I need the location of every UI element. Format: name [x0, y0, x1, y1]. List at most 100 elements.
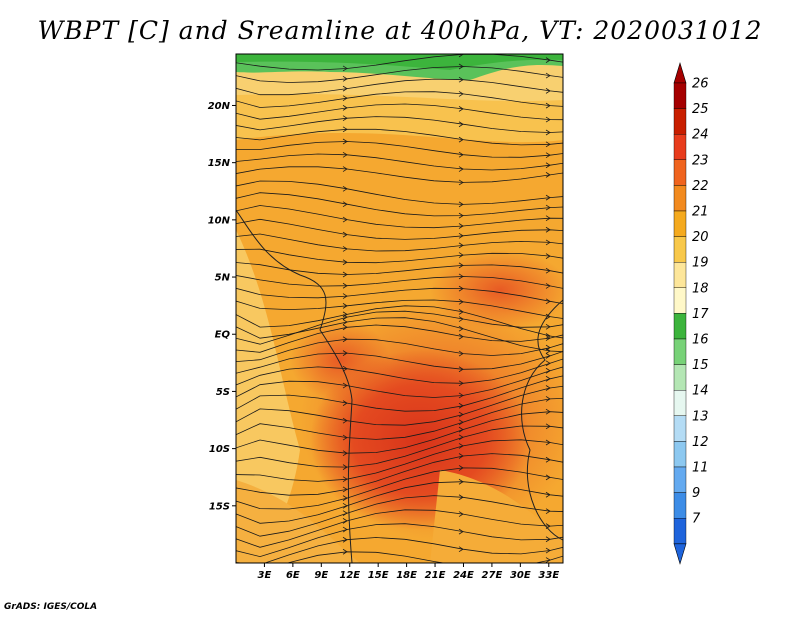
- streamline-arrow: [342, 400, 348, 406]
- colorbar-swatch: [673, 313, 687, 340]
- colorbar-swatch: [673, 441, 687, 468]
- streamline: [236, 275, 563, 289]
- streamline: [236, 141, 563, 158]
- streamline-arrow: [545, 456, 551, 463]
- streamline-arrow: [458, 465, 464, 471]
- colorbar-label: 18: [692, 281, 709, 296]
- streamline-arrow: [458, 136, 464, 143]
- streamline-arrow: [458, 262, 464, 269]
- streamline-arrow: [458, 511, 464, 517]
- streamline-arrow: [545, 172, 551, 178]
- lon-tick-label: 3E: [258, 570, 272, 581]
- map-frame: [235, 53, 564, 564]
- streamline-arrow: [545, 423, 551, 430]
- streamline-arrow: [342, 151, 348, 158]
- streamline-arrow: [342, 526, 348, 533]
- streamline-arrow: [545, 88, 551, 94]
- streamline-arrow: [545, 360, 551, 367]
- streamline-arrow: [458, 426, 464, 433]
- streamline-arrow: [545, 408, 551, 415]
- streamline-arrow: [342, 314, 348, 320]
- streamline: [236, 317, 563, 353]
- longitude-axis: 3E 6E 9E 12E 15E 18E 21E 24E 27E 30E 33E: [258, 563, 559, 581]
- streamline: [236, 192, 563, 217]
- streamline: [236, 366, 563, 398]
- colorbar-swatch: [673, 287, 687, 314]
- streamline-arrow: [342, 319, 348, 325]
- streamline-arrow: [458, 242, 464, 249]
- streamline-arrow: [458, 179, 464, 186]
- lat-tick-label: 15N: [208, 158, 231, 169]
- streamline-arrow: [458, 419, 464, 426]
- streamline: [236, 310, 563, 345]
- streamline: [236, 78, 563, 96]
- streamline-arrow: [342, 382, 348, 389]
- latitude-axis: 20N 15N 10N 5N EQ 5S 10S 15S: [208, 101, 236, 512]
- streamline-arrow: [342, 303, 348, 309]
- streamline-arrow: [545, 116, 551, 123]
- streamline-arrow: [342, 115, 348, 122]
- streamline: [236, 338, 563, 363]
- colorbar-swatch: [673, 518, 687, 545]
- streamline: [236, 287, 563, 305]
- footer-credit: GrADS: IGES/COLA: [4, 602, 98, 612]
- streamline-arrow: [458, 402, 464, 409]
- streamline: [236, 324, 563, 353]
- streamline-arrow: [458, 546, 464, 553]
- streamline-arrow: [458, 76, 464, 83]
- colorbar-label: 9: [692, 486, 700, 501]
- streamline: [236, 116, 563, 133]
- streamline-arrow: [342, 548, 348, 555]
- streamline: [236, 205, 563, 229]
- colorbar-swatch: [673, 262, 687, 289]
- streamline: [236, 218, 563, 240]
- streamline-arrow: [342, 95, 348, 101]
- streamline-arrow: [458, 232, 464, 239]
- lon-tick-label: 33E: [538, 570, 559, 581]
- streamline-arrow: [545, 547, 551, 554]
- lon-tick-label: 18E: [396, 570, 417, 581]
- streamline-arrow: [545, 141, 551, 148]
- colorbar-swatch: [673, 415, 687, 442]
- streamline-arrow: [342, 324, 348, 331]
- streamline-arrow: [342, 282, 348, 289]
- colorbar-swatch: [673, 108, 687, 135]
- streamline-arrow: [342, 231, 348, 238]
- colorbar-swatch: [673, 466, 687, 493]
- streamline-arrow: [545, 129, 551, 136]
- streamline-arrow: [545, 375, 551, 382]
- streamline: [236, 351, 563, 374]
- streamline-arrow: [545, 226, 551, 233]
- streamline: [236, 233, 563, 252]
- colorbar-label: 22: [692, 179, 709, 194]
- streamline: [236, 91, 563, 108]
- streamline-arrow: [458, 366, 464, 373]
- streamline: [236, 103, 563, 121]
- streamline-arrow: [342, 311, 348, 318]
- streamline-arrow: [342, 138, 348, 145]
- streamline-arrow: [342, 450, 348, 457]
- streamline-arrow: [458, 91, 464, 97]
- streamline: [236, 398, 563, 440]
- streamline-arrow: [458, 350, 464, 357]
- lon-tick-label: 21E: [425, 570, 446, 581]
- colorbar-label: 13: [692, 409, 709, 424]
- colorbar: 26 25 24 23 22 21 20 19 18 17 16 15 14 13 12 11 9 7: [673, 61, 709, 565]
- streamline: [236, 375, 563, 412]
- colorbar-label: 11: [692, 461, 709, 476]
- streamline-arrow: [342, 464, 348, 470]
- colorbar-label: 14: [692, 384, 709, 399]
- streamline-arrow: [458, 392, 464, 399]
- streamline-arrow: [342, 336, 348, 343]
- streamline-arrow: [342, 126, 348, 133]
- streamline-arrow: [342, 65, 348, 72]
- streamline-arrow: [545, 396, 551, 402]
- streamline-arrow: [458, 201, 464, 208]
- streamline-arrow: [342, 216, 348, 223]
- streamline-arrow: [545, 523, 551, 529]
- streamline-arrow: [458, 151, 464, 158]
- streamline: [236, 467, 563, 510]
- streamline-arrow: [342, 510, 348, 517]
- streamline: [236, 453, 563, 496]
- streamline-arrow: [342, 486, 348, 493]
